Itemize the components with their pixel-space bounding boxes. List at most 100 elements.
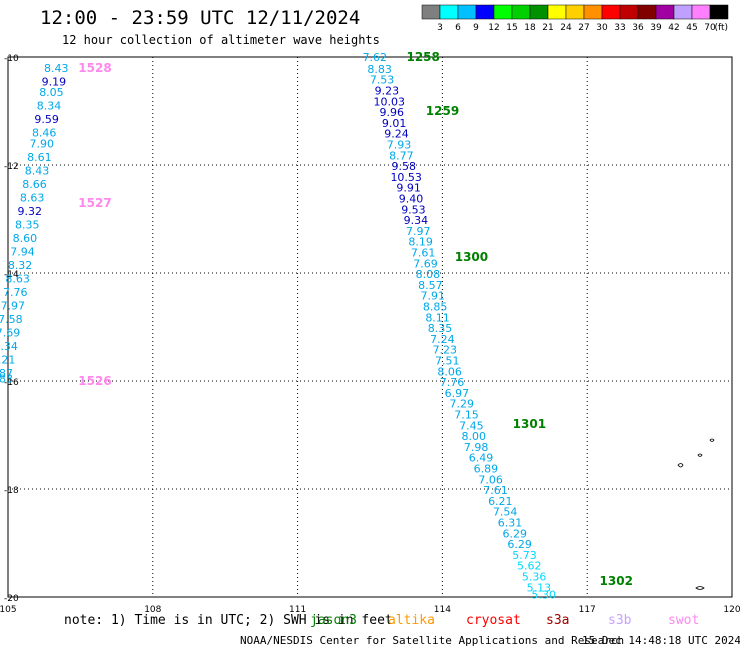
swh-label: 6.21: [488, 495, 513, 508]
colorbar-swatch: [601, 4, 621, 20]
swh-label: 9.91: [396, 182, 421, 195]
swh-label: 10.53: [390, 171, 422, 184]
swh-label: 8.19: [408, 236, 433, 249]
time-label: 1258: [406, 50, 439, 64]
time-label: 1302: [600, 574, 633, 588]
swh-label: 9.01: [382, 117, 407, 130]
coastline-islet: [695, 586, 705, 590]
swh-label: 7.53: [370, 74, 395, 87]
swh-label: 9.23: [375, 84, 400, 97]
x-tick-label: 108: [144, 605, 161, 615]
swh-label: 8.63: [20, 191, 45, 204]
plot-frame: [7, 56, 733, 598]
swh-label: 8.34: [37, 100, 62, 113]
swh-label: 7.06: [478, 473, 503, 486]
swh-label: 5.36: [522, 570, 547, 583]
x-tick-label: 120: [723, 605, 740, 615]
swh-label: 8.34: [0, 340, 18, 353]
colorbar-label: 12: [488, 23, 499, 33]
colorbar-label: 18: [524, 23, 536, 33]
time-label: 1526: [78, 374, 111, 388]
swh-label: 8.87: [0, 367, 13, 380]
satellite-legend-s3a: s3a: [546, 613, 570, 628]
footer-timestamp: 15 Dec 14:48:18 UTC 2024: [582, 634, 740, 647]
y-tick-label: -18: [4, 486, 19, 496]
swh-label: 8.11: [425, 311, 450, 324]
colorbar-swatch: [457, 4, 477, 20]
swh-label: 8.60: [13, 232, 38, 245]
satellite-legend-s3b: s3b: [608, 613, 632, 628]
time-label: 1301: [513, 417, 546, 431]
swh-label: 7.54: [493, 506, 518, 519]
swh-label: 7.83: [0, 372, 13, 385]
swh-label: 8.00: [462, 430, 487, 443]
time-label: 1300: [455, 250, 488, 264]
satellite-legend-jason3: jason3: [310, 613, 357, 628]
swh-label: 7.90: [30, 137, 55, 150]
swh-label: 7.97: [1, 299, 26, 312]
swh-label: 8.43: [25, 164, 50, 177]
swh-label: 8.61: [27, 151, 52, 164]
coastline-islet: [677, 463, 684, 468]
swh-label: 6.29: [507, 538, 532, 551]
time-label: 1259: [426, 104, 459, 118]
swh-label: 7.15: [454, 408, 479, 421]
colorbar-swatch: [691, 4, 711, 20]
swh-label: 8.06: [437, 365, 462, 378]
colorbar-label: 39: [650, 23, 662, 33]
swh-label: 9.34: [404, 214, 429, 227]
swh-label: 5.62: [517, 560, 542, 573]
colorbar-label: 24: [560, 23, 572, 33]
swh-label: 6.29: [503, 527, 528, 540]
swh-label: 7.29: [449, 398, 474, 411]
satellite-legend-cryosat: cryosat: [466, 613, 521, 628]
x-tick-label: 114: [434, 605, 451, 615]
colorbar-label: 6: [455, 23, 461, 33]
swh-label: 7.58: [0, 313, 23, 326]
colorbar-swatch: [637, 4, 657, 20]
swh-label: 8.08: [416, 268, 441, 281]
x-tick-label: 105: [0, 605, 17, 615]
swh-label: 7.76: [440, 376, 465, 389]
swh-label: 8.66: [22, 178, 47, 191]
swh-label: 5.30: [532, 588, 557, 601]
coastline-islet: [697, 453, 703, 457]
swh-label: 8.46: [32, 127, 57, 140]
colorbar-label: 3: [437, 23, 443, 33]
swh-label: 7.61: [483, 484, 508, 497]
x-tick-label: 111: [289, 605, 306, 615]
colorbar-label: 42: [668, 23, 679, 33]
swh-label: 8.21: [0, 353, 15, 366]
colorbar-swatch: [547, 4, 567, 20]
colorbar-label: 70: [704, 23, 716, 33]
chart-title: 12:00 - 23:59 UTC 12/11/2024: [40, 7, 361, 29]
note-text: note: 1) Time is in UTC; 2) SWH is in fe…: [64, 613, 393, 628]
colorbar-swatch: [529, 4, 549, 20]
swh-label: 9.40: [399, 192, 424, 205]
colorbar-label: 15: [506, 23, 517, 33]
colorbar-swatch: [511, 4, 531, 20]
swh-label: 9.58: [392, 160, 417, 173]
swh-label: 7.69: [0, 326, 20, 339]
swh-label: 7.94: [10, 245, 35, 258]
colorbar-swatch: [475, 4, 495, 20]
x-tick-label: 117: [579, 605, 596, 615]
satellite-legend-altika: altika: [388, 613, 435, 628]
colorbar-swatch: [673, 4, 693, 20]
swh-label: 9.19: [42, 75, 67, 88]
colorbar-label: 30: [596, 23, 608, 33]
swh-label: 6.49: [469, 452, 494, 465]
y-tick-label: -16: [4, 378, 19, 388]
swh-label: 8.63: [5, 272, 30, 285]
swh-label: 5.73: [512, 549, 537, 562]
colorbar-label: 36: [632, 23, 644, 33]
colorbar-label: 45: [686, 23, 697, 33]
time-label: 1527: [78, 196, 111, 210]
swh-label: 9.96: [379, 106, 404, 119]
colorbar-label: 9: [473, 23, 479, 33]
swh-label: 6.89: [474, 462, 499, 475]
swh-label: 7.97: [406, 225, 431, 238]
colorbar-unit: (ft): [714, 23, 728, 33]
